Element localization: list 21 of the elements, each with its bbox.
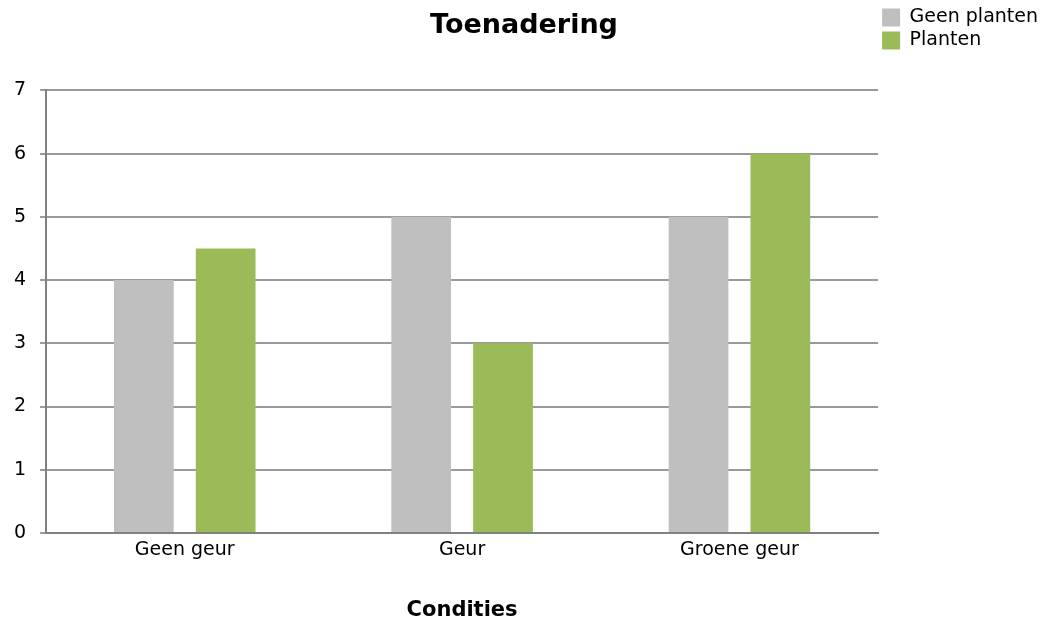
chart-title: Toenadering (430, 8, 618, 40)
legend-label: Geen planten (909, 4, 1038, 27)
y-tick-label: 7 (13, 77, 27, 100)
bar (391, 216, 452, 532)
legend-label: Planten (909, 27, 982, 50)
y-tick-label: 3 (13, 330, 27, 353)
x-tick-label: Geur (438, 537, 486, 560)
y-tick-label: 1 (13, 456, 27, 479)
y-tick-label: 2 (13, 393, 27, 416)
y-tick-label: 6 (13, 140, 27, 163)
x-axis-title: Condities (406, 596, 518, 621)
bar (750, 153, 811, 532)
bar (668, 216, 729, 532)
y-tick-label: 5 (13, 203, 27, 226)
x-tick-label: Geen geur (134, 537, 235, 560)
bar (113, 280, 174, 532)
y-tick-label: 0 (13, 519, 27, 542)
x-tick-label: Groene geur (680, 537, 800, 560)
bar (195, 248, 256, 532)
bar (473, 343, 533, 532)
y-tick-label: 4 (13, 267, 27, 290)
